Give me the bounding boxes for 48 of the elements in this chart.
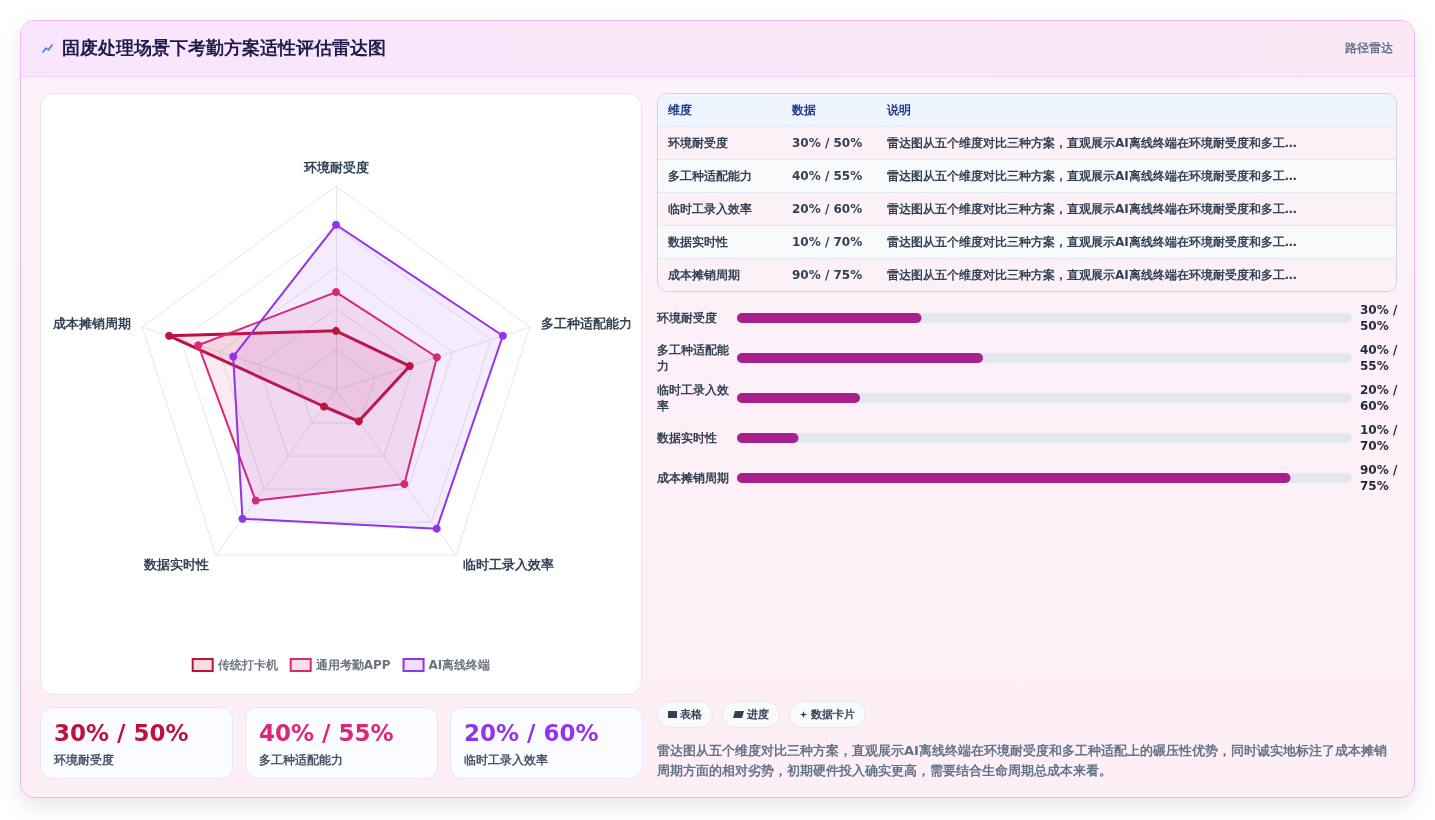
legend-label: 通用考勤APP [314,658,391,672]
text: 雷达图从五个维度对比三种方案，直观展示AI离线终端在环境耐受度和多工种适配上的碾压性优势，同时诚实地标注了成本摊销周期方面的相对劣势，初期硬件投入确实更高，需要结合生命周期总成本来看。 [657,742,1388,780]
text: 多工种适配能力 [259,752,343,768]
text: 雷达图从五个维度对比三种方案，直观展示AI离线终端在环境耐受度和多工… [887,200,1297,218]
spoke-label: 临时工录入效率 [462,557,554,573]
text: 多工种适配能力 [668,167,752,185]
text: 10% / 70% [792,234,863,251]
text: 20% / 60% [792,201,863,218]
legend-label: 传统打卡机 [216,658,278,672]
legend-label: AI离线终端 [428,658,491,672]
y-tick-label: 多工种适配能力 [656,343,730,373]
y-tick-label: 临时工录入效率 [656,383,730,413]
spoke-label: 环境耐受度 [302,160,369,175]
text: 30% / 50% [792,135,863,152]
text: 环境耐受度 [54,752,114,768]
bar [737,313,922,323]
text: 固废处理场景下考勤方案适性评估雷达图 [62,36,386,60]
data-label: 30% / 50% [1360,303,1402,333]
text: 临时工录入效率 [464,752,548,768]
text: 雷达图从五个维度对比三种方案，直观展示AI离线终端在环境耐受度和多工… [887,266,1297,284]
bar [737,433,799,443]
text: 数据 [792,101,816,119]
text: 40% / 55% [792,168,863,185]
data-label: 20% / 60% [1360,383,1402,413]
text: 临时工录入效率 [668,200,752,218]
text: 30% / 50% [54,719,189,748]
tag-chip: 进度 [722,701,780,728]
spoke-label: 成本摊销周期 [51,315,131,331]
text: 说明 [887,101,911,119]
data-label: 40% / 55% [1360,343,1402,373]
data-label: 90% / 75% [1360,463,1402,493]
text: 雷达图从五个维度对比三种方案，直观展示AI离线终端在环境耐受度和多工… [887,134,1297,152]
bar [737,393,860,403]
text: 40% / 55% [259,719,394,748]
spoke-label: 数据实时性 [143,557,210,573]
tag-chip: 表格 [657,701,713,728]
text: 90% / 75% [792,267,863,284]
y-tick-label: 成本摊销周期 [656,471,729,485]
y-tick-label: 数据实时性 [656,431,717,445]
text: 雷达图从五个维度对比三种方案，直观展示AI离线终端在环境耐受度和多工… [887,167,1297,185]
data-label: 10% / 70% [1360,423,1402,453]
text: 雷达图从五个维度对比三种方案，直观展示AI离线终端在环境耐受度和多工… [887,233,1297,251]
y-tick-label: 环境耐受度 [656,311,717,325]
text: 20% / 60% [464,719,599,748]
text: 路径雷达 [1345,40,1393,56]
text: 维度 [668,101,692,119]
tag-chip: 数据卡片 [789,701,866,728]
spoke-label: 多工种适配能力 [541,315,633,331]
